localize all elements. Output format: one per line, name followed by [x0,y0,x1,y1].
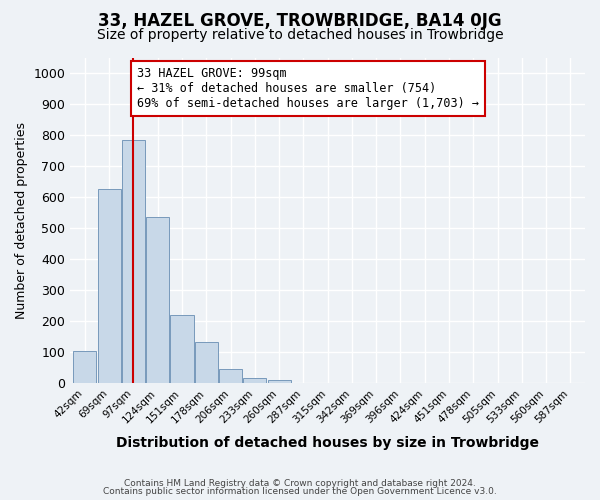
Bar [98,190,121,383]
Bar [73,351,97,383]
Text: Contains HM Land Registry data © Crown copyright and database right 2024.: Contains HM Land Registry data © Crown c… [124,478,476,488]
Bar [146,216,169,383]
Bar [195,342,218,383]
Text: 33, HAZEL GROVE, TROWBRIDGE, BA14 0JG: 33, HAZEL GROVE, TROWBRIDGE, BA14 0JG [98,12,502,30]
Bar [122,140,145,383]
Text: Size of property relative to detached houses in Trowbridge: Size of property relative to detached ho… [97,28,503,42]
Text: Contains public sector information licensed under the Open Government Licence v3: Contains public sector information licen… [103,487,497,496]
Bar [219,369,242,383]
Y-axis label: Number of detached properties: Number of detached properties [15,122,28,319]
Text: 33 HAZEL GROVE: 99sqm
← 31% of detached houses are smaller (754)
69% of semi-det: 33 HAZEL GROVE: 99sqm ← 31% of detached … [137,67,479,110]
Bar [268,380,290,383]
Bar [170,315,194,383]
X-axis label: Distribution of detached houses by size in Trowbridge: Distribution of detached houses by size … [116,436,539,450]
Bar [243,378,266,383]
